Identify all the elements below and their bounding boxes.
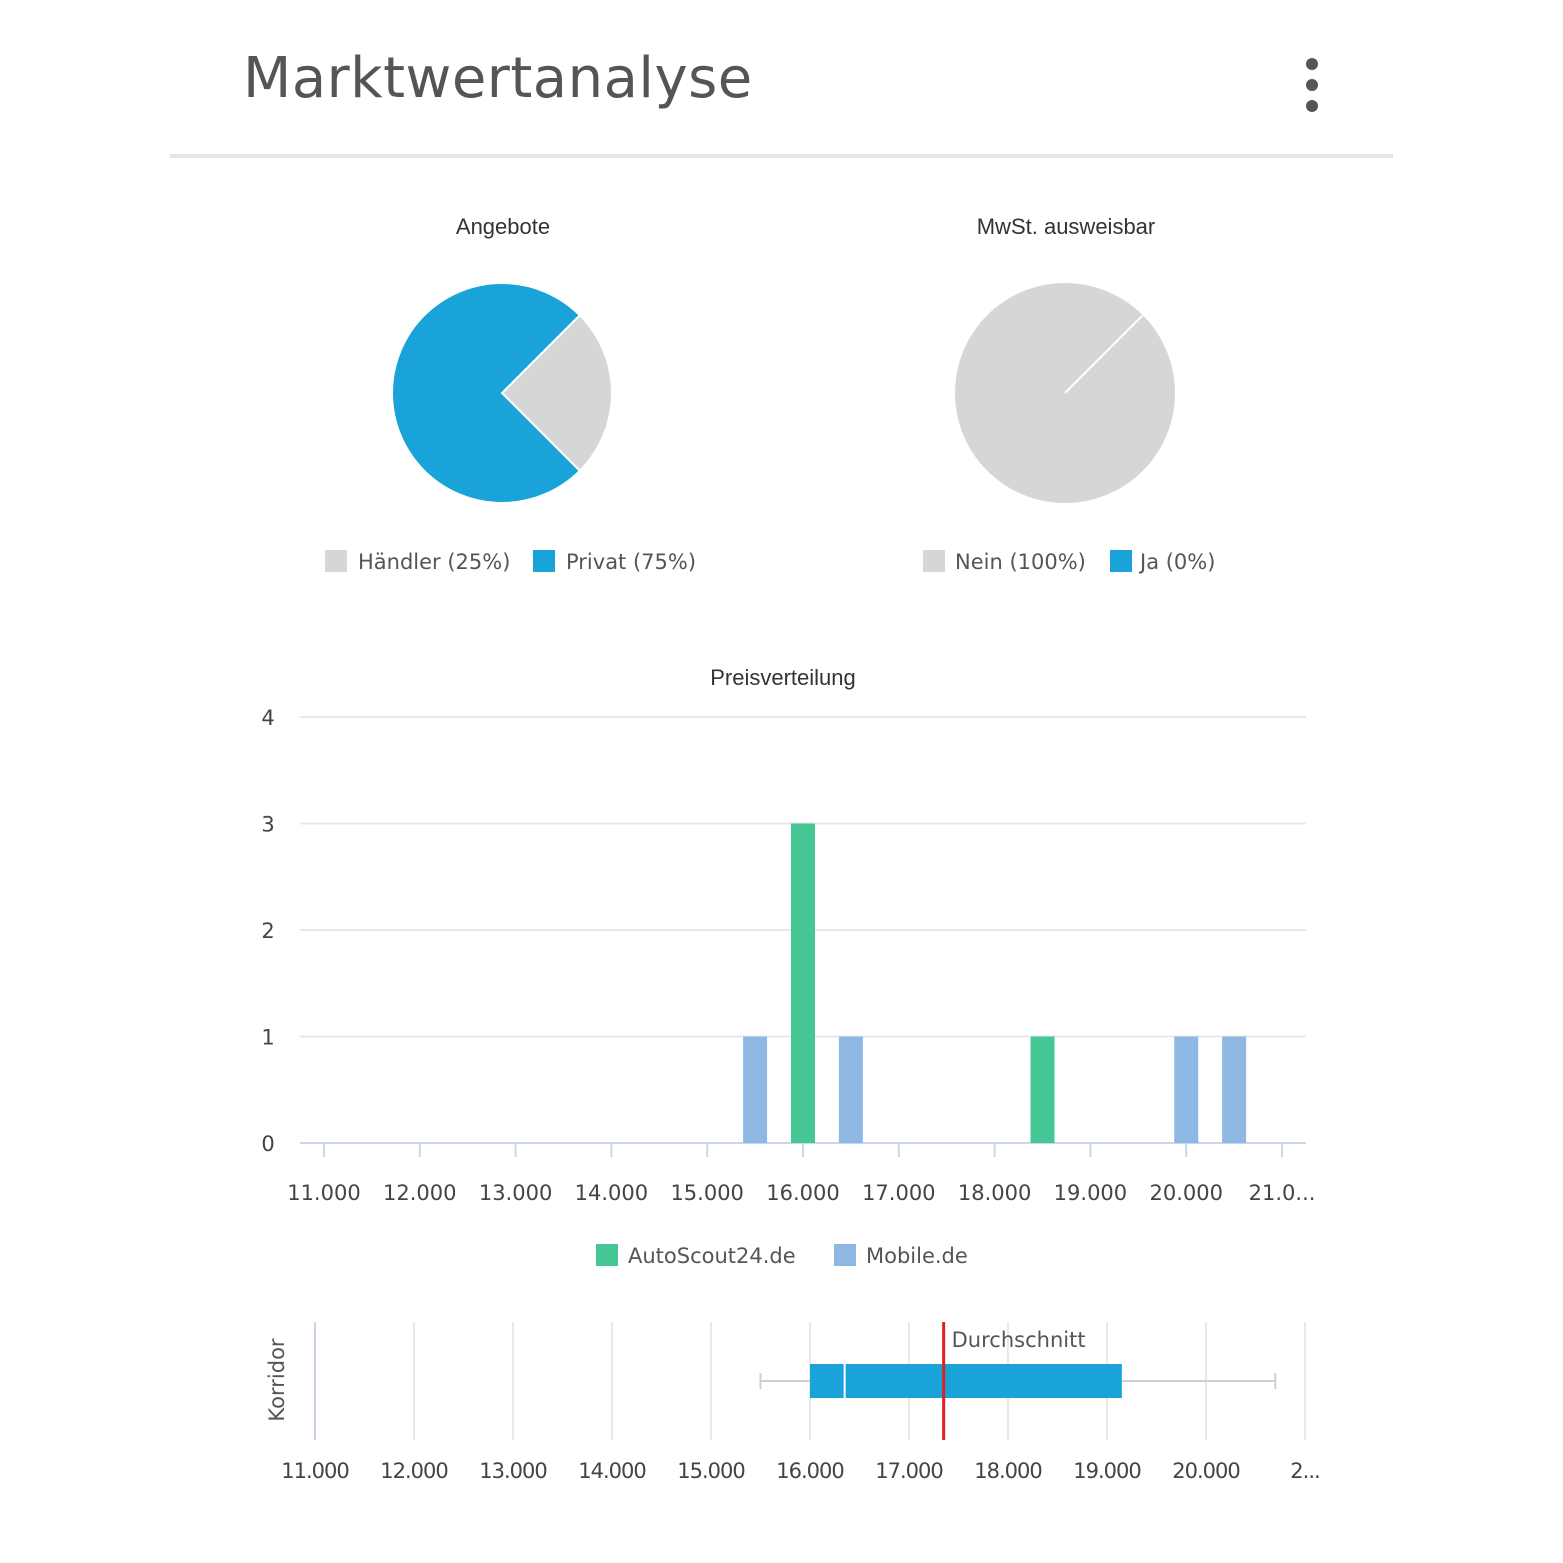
- pie-chart-angebote: Angebote Händler (25%) Privat (75%): [325, 214, 696, 574]
- pie-chart-mwst: MwSt. ausweisbar Nein (100%) Ja (0%): [923, 214, 1215, 574]
- box-x-tick-label: 16.000: [776, 1459, 843, 1483]
- pie1-legend-label-0[interactable]: Händler (25%): [358, 550, 510, 574]
- bar-x-tick-label: 17.000: [862, 1181, 935, 1205]
- box-x-tick-label: 2...: [1290, 1459, 1319, 1483]
- more-options-button[interactable]: [1290, 52, 1334, 118]
- bar-1-0[interactable]: [743, 1036, 768, 1144]
- box-iqr[interactable]: [810, 1364, 1122, 1398]
- bar-legend-label-1[interactable]: Mobile.de: [866, 1244, 968, 1268]
- header-divider: [170, 154, 1393, 158]
- bar-legend-swatch-1: [834, 1244, 856, 1266]
- boxplot-korridor: Korridor Durchschnitt 11.000 12.000 13.000…: [265, 1322, 1321, 1483]
- bar-0-1[interactable]: [1030, 1036, 1055, 1144]
- bar-legend-swatch-0: [596, 1244, 618, 1266]
- boxplot-ylabel: Korridor: [265, 1338, 289, 1421]
- more-vertical-icon: [1306, 58, 1318, 70]
- pie1-title: Angebote: [456, 214, 550, 239]
- page-title: Marktwertanalyse: [243, 46, 753, 111]
- bar-y-tick-label: 3: [261, 813, 274, 837]
- pie2-legend-swatch-1: [1110, 550, 1132, 572]
- bar-x-tick-label: 21.0...: [1249, 1181, 1316, 1205]
- pie1-legend-swatch-1: [533, 550, 555, 572]
- bar-x-tick-label: 12.000: [383, 1181, 456, 1205]
- pie1-legend-label-1[interactable]: Privat (75%): [566, 550, 696, 574]
- bar-x-tick-label: 11.000: [287, 1181, 360, 1205]
- bar-x-tick-label: 20.000: [1149, 1181, 1222, 1205]
- bar-1-3[interactable]: [1222, 1036, 1247, 1144]
- average-label: Durchschnitt: [952, 1328, 1086, 1352]
- bar-chart-title: Preisverteilung: [710, 665, 856, 690]
- bar-1-2[interactable]: [1174, 1036, 1199, 1144]
- box-x-tick-label: 14.000: [578, 1459, 645, 1483]
- box-x-tick-label: 18.000: [974, 1459, 1041, 1483]
- box-x-tick-label: 11.000: [281, 1459, 348, 1483]
- box-x-tick-label: 12.000: [380, 1459, 447, 1483]
- bar-x-tick-label: 18.000: [958, 1181, 1031, 1205]
- bar-y-tick-label: 2: [261, 919, 274, 943]
- bar-1-1[interactable]: [838, 1036, 863, 1144]
- pie2-slice-divider: [1064, 314, 1144, 394]
- bar-chart-preisverteilung: Preisverteilung 0 1 2 3 4 11.000 12.000 13.000…: [261, 665, 1315, 1268]
- pie1-slice-0[interactable]: [500, 313, 613, 473]
- box-x-tick-label: 20.000: [1172, 1459, 1239, 1483]
- box-x-tick-label: 17.000: [875, 1459, 942, 1483]
- bar-x-tick-label: 15.000: [670, 1181, 743, 1205]
- pie2-legend-label-1[interactable]: Ja (0%): [1138, 550, 1215, 574]
- pie2-legend-label-0[interactable]: Nein (100%): [955, 550, 1086, 574]
- bar-legend-label-0[interactable]: AutoScout24.de: [628, 1244, 796, 1268]
- pie2-legend-swatch-0: [923, 550, 945, 572]
- more-vertical-icon-dot: [1306, 100, 1318, 112]
- bar-x-tick-label: 16.000: [766, 1181, 839, 1205]
- bar-x-tick-label: 13.000: [479, 1181, 552, 1205]
- bar-x-tick-label: 19.000: [1054, 1181, 1127, 1205]
- box-x-tick-label: 19.000: [1073, 1459, 1140, 1483]
- pie1-slice-1[interactable]: [391, 282, 582, 504]
- more-vertical-icon-dot: [1306, 79, 1318, 91]
- bar-y-tick-label: 0: [261, 1132, 274, 1156]
- bar-x-tick-label: 14.000: [575, 1181, 648, 1205]
- bar-y-tick-label: 1: [261, 1026, 274, 1050]
- box-x-tick-label: 15.000: [677, 1459, 744, 1483]
- pie2-title: MwSt. ausweisbar: [977, 214, 1156, 239]
- bar-y-tick-label: 4: [261, 706, 274, 730]
- pie1-legend-swatch-0: [325, 550, 347, 572]
- bar-0-0[interactable]: [791, 823, 815, 1144]
- box-x-tick-label: 13.000: [479, 1459, 546, 1483]
